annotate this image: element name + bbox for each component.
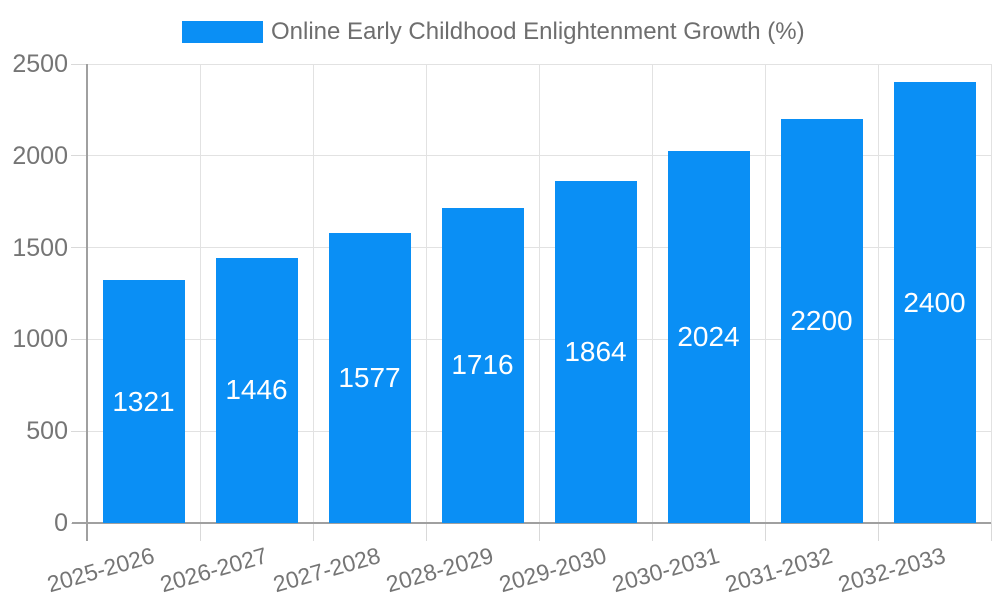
bar: 2200 — [780, 119, 863, 523]
gridline-vertical — [425, 64, 427, 523]
x-axis-tick — [764, 523, 766, 541]
x-axis-label: 2029-2030 — [495, 542, 609, 598]
bar-value-label: 2400 — [903, 286, 966, 318]
y-axis-label: 0 — [54, 509, 68, 537]
x-axis-label: 2031-2032 — [721, 542, 835, 598]
gridline-vertical — [312, 64, 314, 523]
gridline-vertical — [764, 64, 766, 523]
y-axis-line — [86, 64, 88, 541]
y-axis-label: 1500 — [12, 233, 68, 262]
y-axis-label: 500 — [26, 417, 68, 446]
x-axis-tick — [312, 523, 314, 541]
bar-value-label: 2024 — [677, 321, 740, 353]
bar-value-label: 1716 — [451, 349, 514, 381]
y-axis-tick — [71, 338, 87, 340]
gridline-vertical — [877, 64, 879, 523]
gridline-vertical — [538, 64, 540, 523]
x-axis-label: 2030-2031 — [608, 542, 722, 598]
x-axis-tick — [990, 523, 992, 541]
x-axis-tick — [877, 523, 879, 541]
bar-value-label: 1577 — [338, 362, 401, 394]
x-axis-label: 2025-2026 — [43, 542, 157, 598]
gridline-vertical — [651, 64, 653, 523]
x-axis-line — [72, 522, 991, 524]
bar: 2024 — [667, 151, 750, 523]
x-axis-label: 2028-2029 — [382, 542, 496, 598]
bar: 1446 — [215, 257, 298, 523]
bar-value-label: 1864 — [564, 335, 627, 367]
y-axis-tick — [71, 247, 87, 249]
y-axis-label: 1000 — [12, 325, 68, 354]
x-axis-label: 2032-2033 — [834, 542, 948, 598]
chart-title: Online Early Childhood Enlightenment Gro… — [271, 18, 805, 45]
legend-swatch — [182, 21, 263, 43]
y-axis-tick — [71, 430, 87, 432]
x-axis-tick — [538, 523, 540, 541]
gridline-vertical — [990, 64, 992, 523]
bar-value-label: 1446 — [225, 374, 288, 406]
x-axis-label: 2026-2027 — [156, 542, 270, 598]
bar: 2400 — [893, 82, 976, 523]
x-axis-label: 2027-2028 — [269, 542, 383, 598]
bar: 1321 — [102, 280, 185, 523]
bar: 1577 — [328, 233, 411, 523]
bar-value-label: 2200 — [790, 305, 853, 337]
x-axis-tick — [199, 523, 201, 541]
gridline-vertical — [199, 64, 201, 523]
x-axis-tick — [651, 523, 653, 541]
y-axis-label: 2000 — [12, 141, 68, 170]
bar-value-label: 1321 — [112, 385, 175, 417]
x-axis-tick — [425, 523, 427, 541]
bar: 1716 — [441, 207, 524, 523]
bar: 1864 — [554, 180, 637, 523]
y-axis-label: 2500 — [12, 50, 68, 78]
y-axis-tick — [71, 63, 87, 65]
y-axis-tick — [71, 155, 87, 157]
